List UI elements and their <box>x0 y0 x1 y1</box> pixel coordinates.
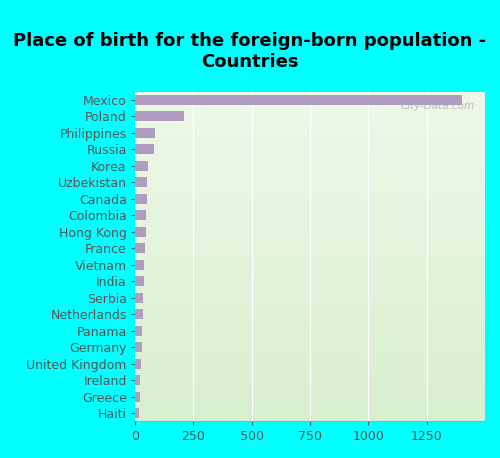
Bar <box>135 260 144 270</box>
Text: City-Data.com: City-Data.com <box>400 102 474 111</box>
Bar <box>135 243 145 253</box>
Bar <box>135 392 140 402</box>
Bar <box>135 276 144 286</box>
Text: Place of birth for the foreign-born population -
Countries: Place of birth for the foreign-born popu… <box>14 32 486 71</box>
Bar <box>135 177 146 187</box>
Bar <box>135 375 140 385</box>
Bar <box>135 342 141 352</box>
Bar <box>135 161 148 171</box>
Bar <box>135 194 146 204</box>
Bar <box>135 309 142 319</box>
Bar <box>135 227 145 237</box>
Bar <box>135 408 139 418</box>
Bar <box>135 128 155 138</box>
Bar <box>135 293 143 303</box>
Bar <box>135 144 154 154</box>
Bar <box>135 326 142 336</box>
Bar <box>135 95 462 105</box>
Bar <box>135 359 141 369</box>
Bar <box>135 111 184 121</box>
Bar <box>135 210 146 220</box>
